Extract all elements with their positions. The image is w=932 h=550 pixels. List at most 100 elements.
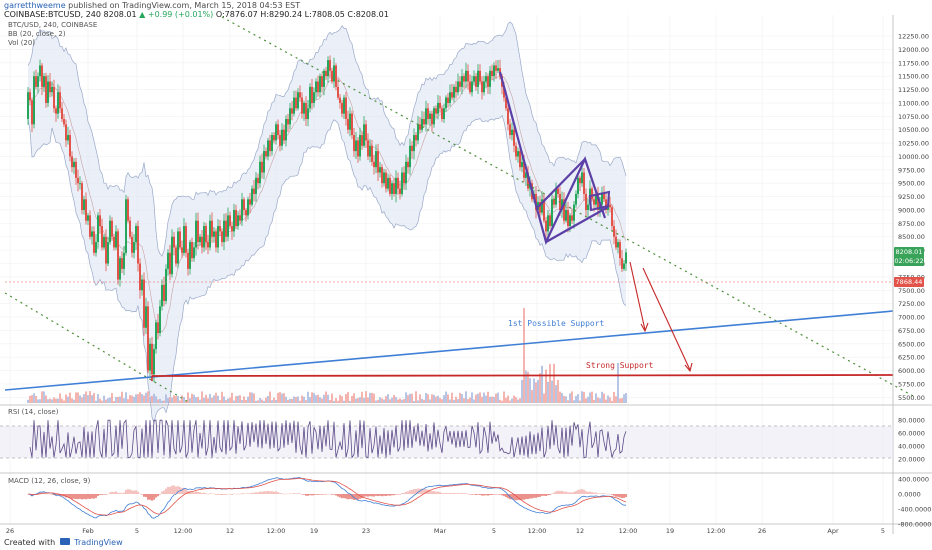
candle-body xyxy=(161,284,163,307)
macd-histogram-bar xyxy=(563,491,565,494)
wedge-line-mid xyxy=(545,206,609,243)
volume-bar xyxy=(505,397,507,403)
candle-body xyxy=(335,65,337,87)
price-axis[interactable]: 12250.00 12000.00 11750.00 11500.00 11250.00… xyxy=(898,33,929,402)
macd-histogram-bar xyxy=(323,494,325,495)
volume-bar xyxy=(241,400,243,403)
candle-body xyxy=(521,161,523,168)
price-tick: 11500.00 xyxy=(898,73,929,81)
ohlc-values: O:7876.07 H:8290.24 L:7808.05 C:8208.01 xyxy=(215,10,389,19)
candle-body xyxy=(417,124,419,141)
macd-histogram-bar xyxy=(379,494,381,496)
candle-body xyxy=(565,209,567,221)
candle-body xyxy=(39,65,41,77)
macd-histogram-bar xyxy=(275,491,277,494)
macd-histogram-bar xyxy=(501,494,503,496)
volume-legend[interactable]: Vol (20) xyxy=(8,39,36,47)
candle-body xyxy=(419,124,421,130)
candle-body xyxy=(513,129,515,146)
candle-body xyxy=(355,140,357,152)
ascending-support-line xyxy=(4,310,894,391)
macd-histogram-bar xyxy=(605,493,607,495)
tradingview-logo-icon[interactable] xyxy=(59,538,70,545)
candle-body xyxy=(457,81,459,93)
volume-bar xyxy=(217,395,219,403)
candle-body xyxy=(229,215,231,227)
candle-body xyxy=(349,113,351,130)
macd-histogram-bar xyxy=(153,494,155,500)
candle-body xyxy=(389,177,391,194)
time-axis[interactable]: 26 Feb 5 12:00 12 12:00 19 23 Mar 5 12:00 12 12:00 19… xyxy=(6,527,885,535)
macd-axis: 400.0000 0.0000 -400.0000 -800.0000 xyxy=(898,476,931,529)
candle-body xyxy=(193,247,195,259)
volume-bar xyxy=(109,397,111,403)
candle-body xyxy=(517,151,519,157)
candle-body xyxy=(539,201,541,213)
macd-histogram-bar xyxy=(59,494,61,496)
volume-bar xyxy=(361,391,363,403)
candle-body xyxy=(151,343,153,375)
candle-body xyxy=(285,118,287,141)
candle-body xyxy=(287,118,289,125)
volume-bar xyxy=(617,363,619,403)
symbol-legend[interactable]: BTC/USD, 240, COINBASE xyxy=(8,21,98,29)
candle-body xyxy=(289,108,291,125)
volume-bar xyxy=(489,396,491,403)
candle-body xyxy=(271,135,273,152)
candle-body xyxy=(475,76,477,87)
volume-bar xyxy=(63,400,65,403)
time-tick: 12:00 xyxy=(619,527,638,535)
candle-body xyxy=(251,188,253,205)
volume-bar xyxy=(561,392,563,403)
macd-histogram-bar xyxy=(279,493,281,494)
macd-histogram-bar xyxy=(283,493,285,495)
volume-bar xyxy=(55,398,57,403)
macd-histogram-bar xyxy=(193,492,195,494)
macd-histogram-bar xyxy=(71,494,73,499)
volume-bar xyxy=(263,400,265,403)
time-tick: 5 xyxy=(881,527,885,535)
macd-histogram-bar xyxy=(141,494,143,495)
candle-body xyxy=(405,161,407,184)
footer-brand[interactable]: TradingView xyxy=(74,538,123,547)
candle-body xyxy=(395,177,397,194)
macd-histogram-bar xyxy=(97,494,99,496)
candle-body xyxy=(601,193,603,205)
macd-histogram-bar xyxy=(383,494,385,496)
volume-bar xyxy=(609,397,611,403)
candle-body xyxy=(133,242,135,253)
macd-histogram-bar xyxy=(209,493,211,494)
volume-bar xyxy=(467,399,469,403)
candle-body xyxy=(177,231,179,264)
candle-body xyxy=(59,92,61,109)
volume-bar xyxy=(169,397,171,403)
author-name[interactable]: garretthweeme xyxy=(4,1,66,10)
macd-histogram-bar xyxy=(151,494,153,501)
volume-bar xyxy=(625,392,627,403)
volume-bar xyxy=(513,395,515,403)
candle-body xyxy=(491,70,493,77)
price-tick: 10750.00 xyxy=(898,113,929,121)
candle-body xyxy=(333,65,335,82)
candle-body xyxy=(343,97,345,114)
volume-bar xyxy=(373,393,375,403)
candle-body xyxy=(71,156,73,168)
volume-bar xyxy=(143,395,145,403)
candle-body xyxy=(319,76,321,93)
rsi-legend[interactable]: RSI (14, close) xyxy=(8,408,59,416)
candle-body xyxy=(403,172,405,184)
candle-body xyxy=(369,145,371,157)
macd-histogram-bar xyxy=(235,493,237,495)
candle-body xyxy=(259,161,261,184)
macd-legend[interactable]: MACD (12, 26, close, 9) xyxy=(8,477,91,485)
macd-histogram-bar xyxy=(189,491,191,494)
candle-body xyxy=(615,236,617,248)
macd-histogram-bar xyxy=(237,493,239,495)
volume-bar xyxy=(285,396,287,403)
macd-histogram-bar xyxy=(507,494,509,499)
candle-body xyxy=(173,236,175,248)
bollinger-legend[interactable]: BB (20, close, 2) xyxy=(8,30,66,38)
candle-body xyxy=(329,60,331,71)
price-tick: 7000.00 xyxy=(898,314,925,322)
